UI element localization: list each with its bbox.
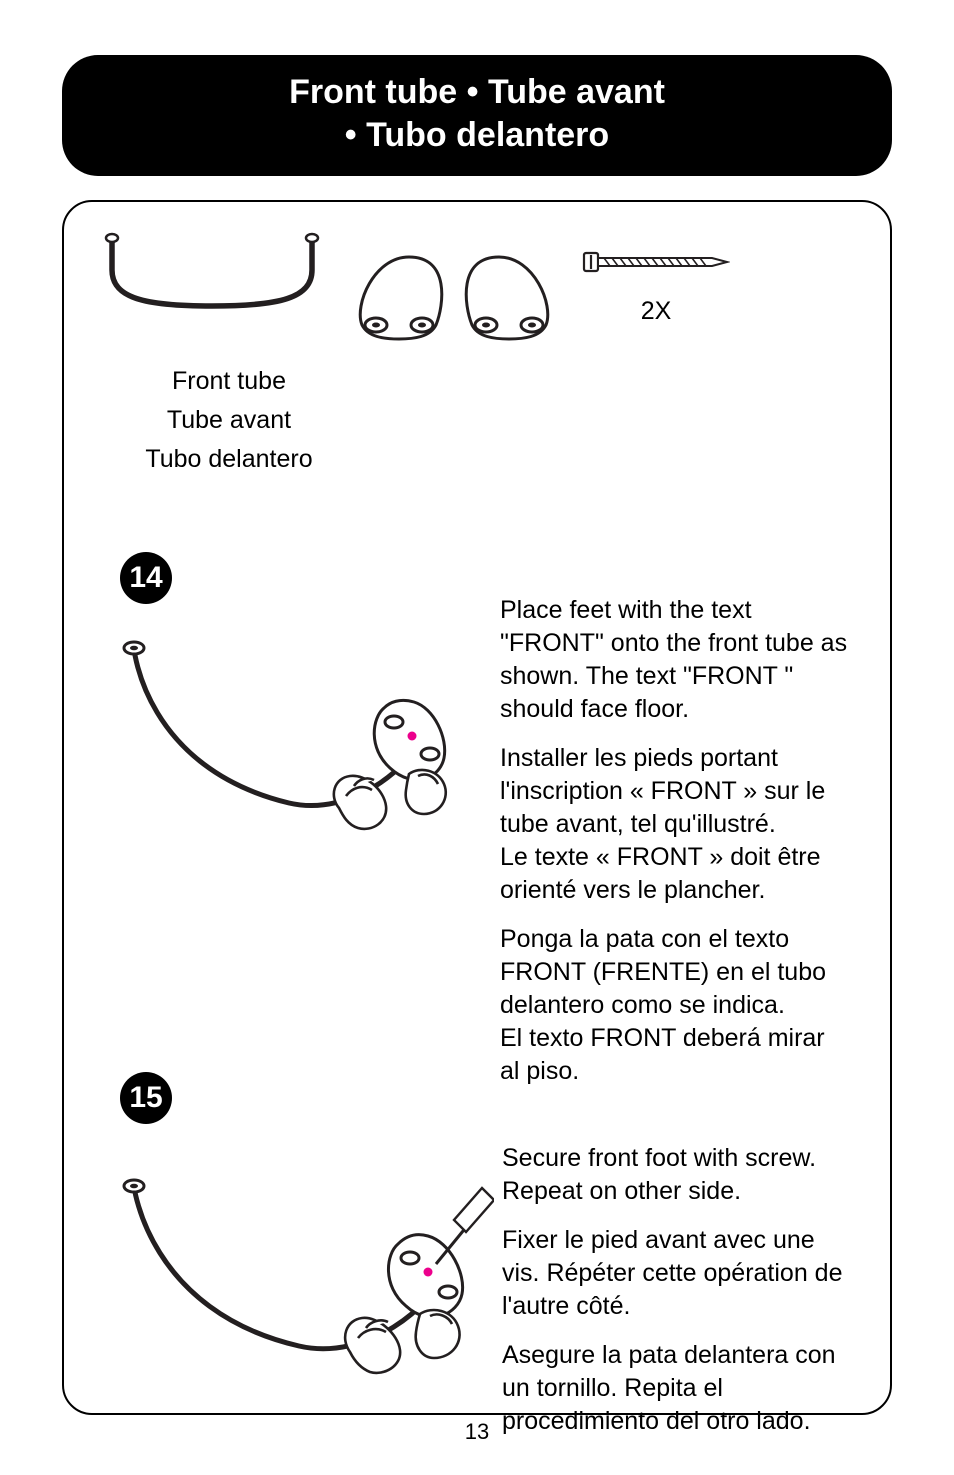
- step-14-illustration: [114, 618, 474, 858]
- step-15-number: 15: [129, 1081, 162, 1115]
- part-label-es: Tubo delantero: [124, 440, 334, 479]
- page-number: 13: [0, 1419, 954, 1445]
- step-14-number: 14: [129, 561, 162, 595]
- part-labels: Front tube Tube avant Tubo delantero: [124, 362, 334, 478]
- step-14-en: Place feet with the text "FRONT" onto th…: [500, 594, 850, 726]
- step-15-illustration: [114, 1146, 494, 1406]
- title-line1: Front tube • Tube avant: [289, 73, 665, 111]
- screw-icon: [582, 250, 730, 274]
- step-14-fr: Installer les pieds portant l'inscriptio…: [500, 742, 850, 907]
- part-label-fr: Tube avant: [124, 401, 334, 440]
- content-panel: 2X Front tube Tube avant Tubo delantero …: [62, 200, 892, 1415]
- step-14-badge: 14: [120, 552, 172, 604]
- screw-quantity: 2X: [582, 297, 730, 326]
- part-label-en: Front tube: [124, 362, 334, 401]
- section-title: Front tube • Tube avant • Tubo delantero: [62, 55, 892, 176]
- parts-row: 2X: [94, 230, 860, 350]
- step-15-text: Secure front foot with screw. Repeat on …: [502, 1142, 850, 1454]
- feet-icon: [354, 245, 554, 350]
- title-line2: • Tubo delantero: [345, 116, 609, 154]
- step-15-fr: Fixer le pied avant avec une vis. Répéte…: [502, 1224, 850, 1323]
- step-15-en: Secure front foot with screw. Repeat on …: [502, 1142, 850, 1208]
- step-14-text: Place feet with the text "FRONT" onto th…: [500, 594, 850, 1104]
- screw-column: 2X: [582, 250, 730, 326]
- step-14-es: Ponga la pata con el texto FRONT (FRENTE…: [500, 923, 850, 1088]
- step-15-badge: 15: [120, 1072, 172, 1124]
- front-tube-icon: [94, 230, 330, 320]
